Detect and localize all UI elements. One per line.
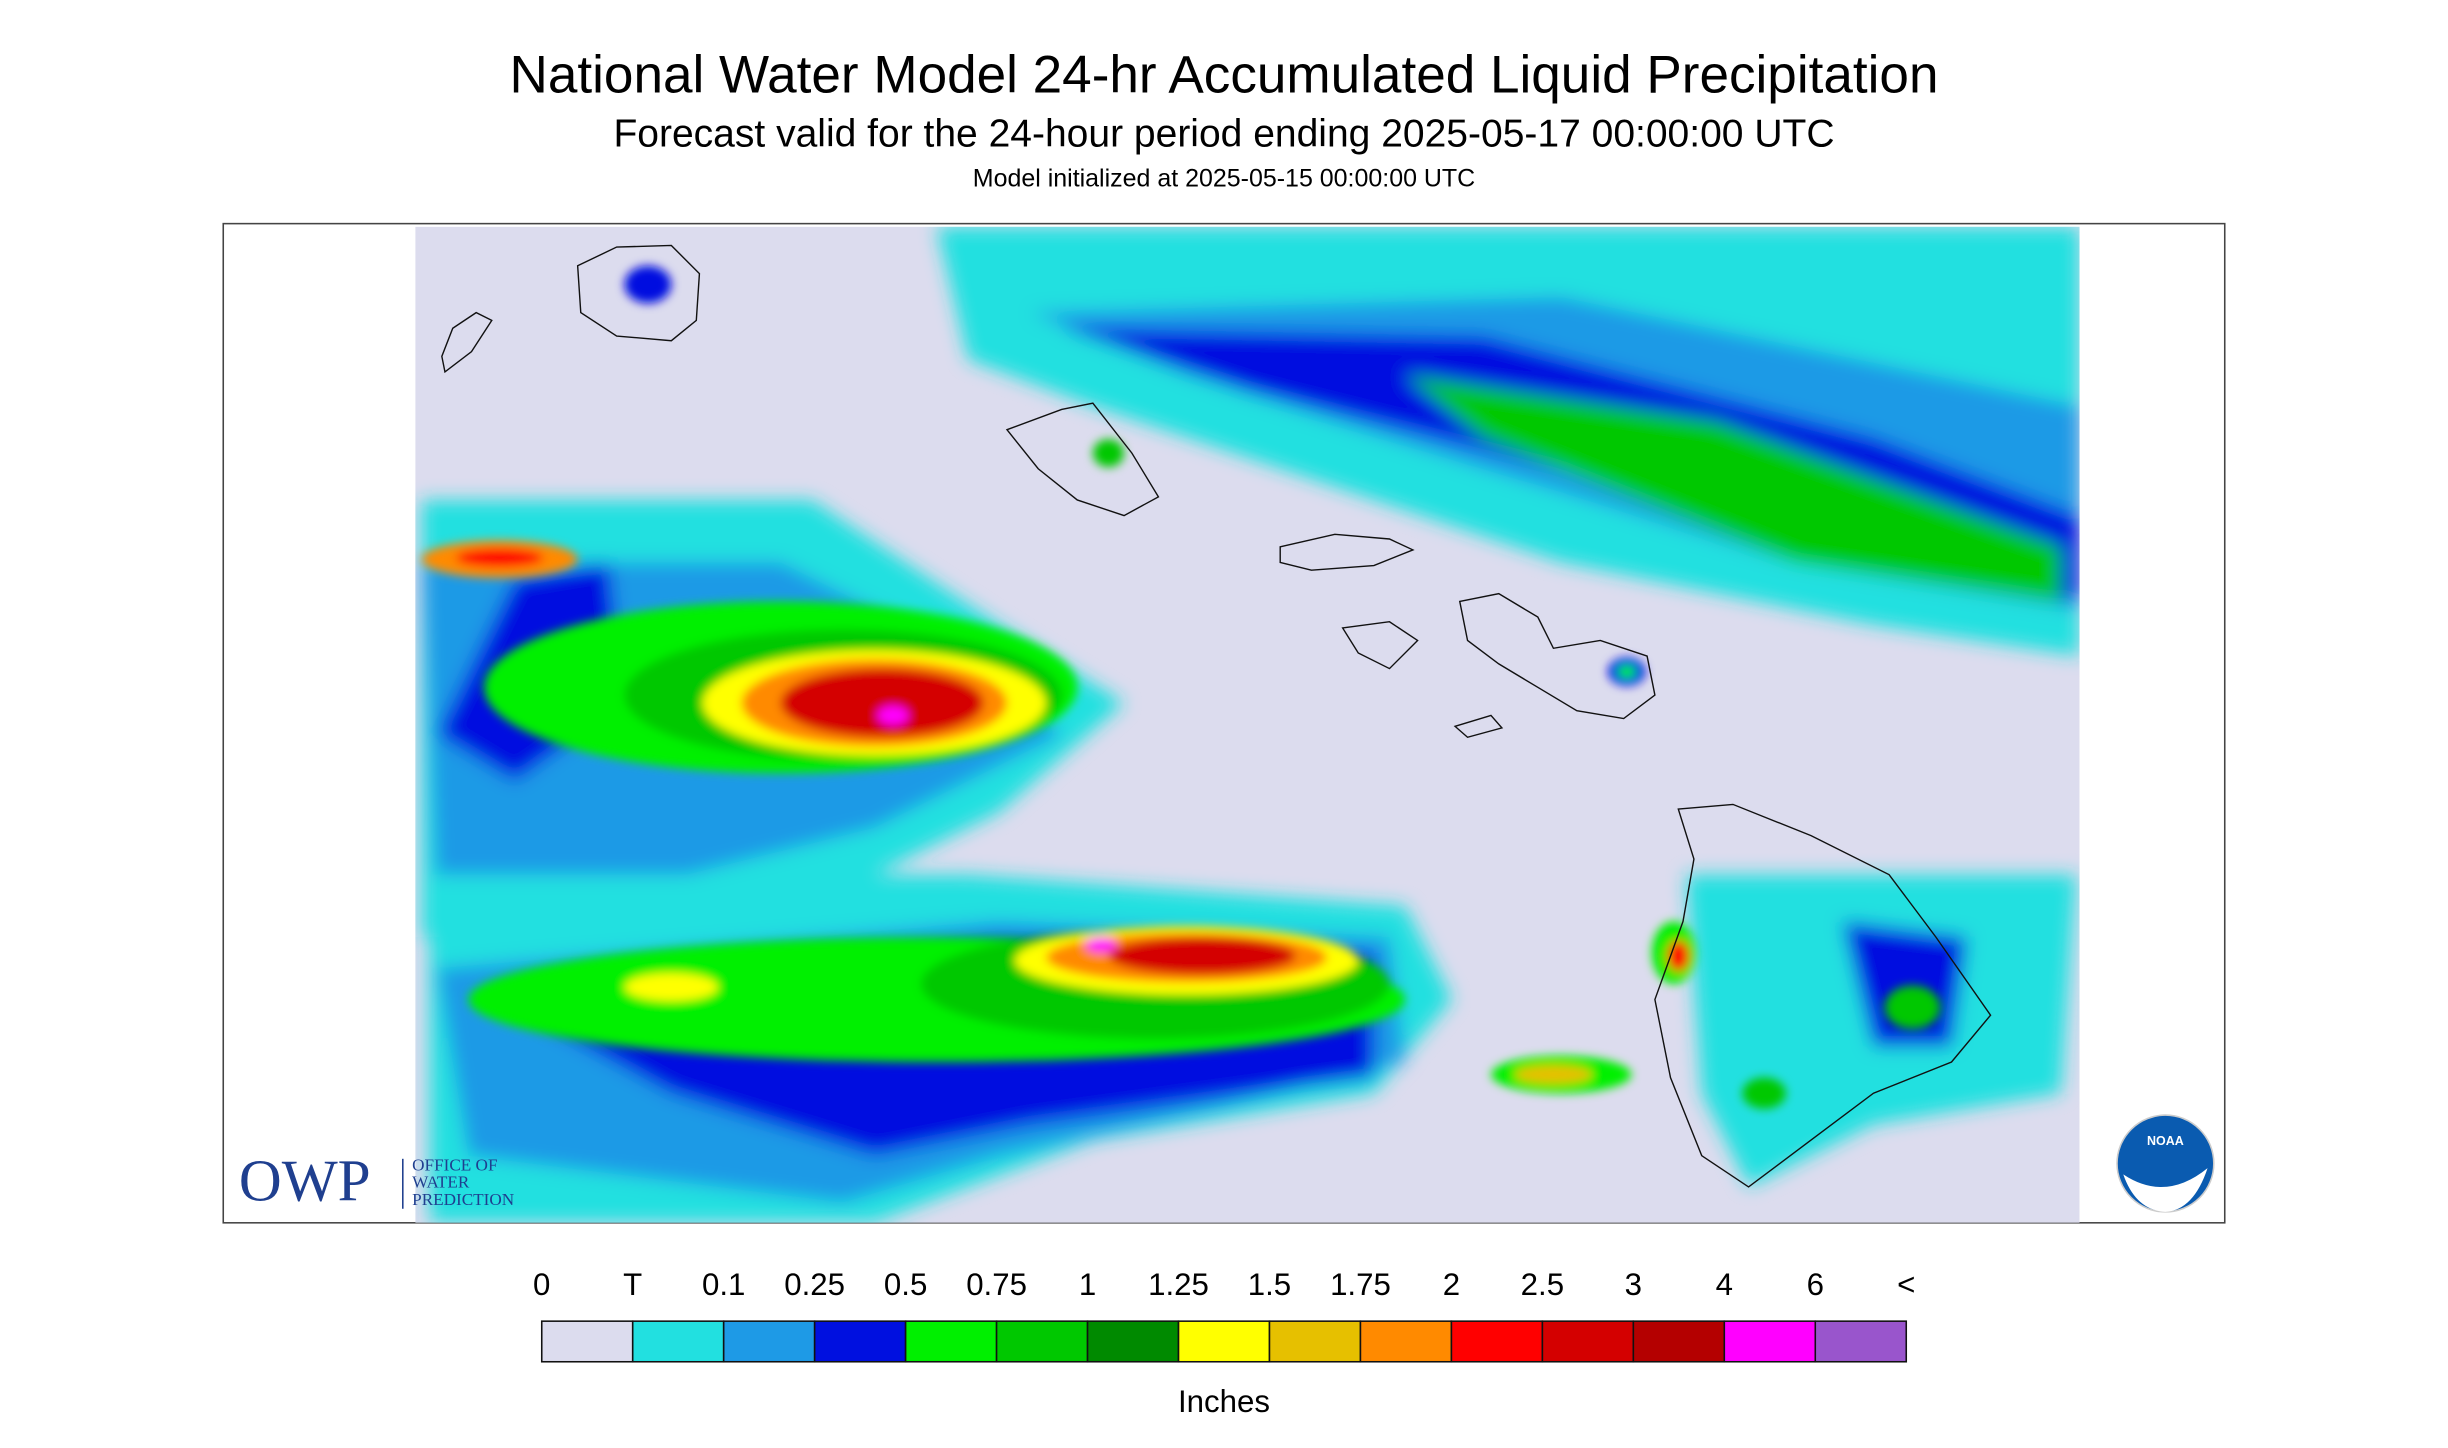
owp-line: PREDICTION <box>412 1190 514 1209</box>
legend-label: T <box>623 1267 642 1302</box>
coastlines <box>441 244 1992 1188</box>
owp-logo-text: OWP <box>239 1148 371 1214</box>
legend-swatch <box>1814 1320 1908 1363</box>
legend-swatch <box>722 1320 816 1363</box>
legend: 0 T 0.1 0.25 0.5 0.75 1 1.25 1.5 1.75 2 2.5 3 4 6 < <box>533 1267 1915 1363</box>
legend-label: 4 <box>1716 1267 1733 1302</box>
legend-label: 0.1 <box>702 1267 745 1302</box>
legend-label: 1.75 <box>1330 1267 1391 1302</box>
owp-line: OFFICE OF <box>412 1156 497 1175</box>
legend-label: 0 <box>533 1267 550 1302</box>
legend-label: 0.75 <box>966 1267 1027 1302</box>
subtitle: Forecast valid for the 24-hour period en… <box>613 113 1834 156</box>
legend-label: 3 <box>1625 1267 1642 1302</box>
legend-swatch <box>1086 1320 1180 1363</box>
precip-field <box>415 226 2080 1223</box>
legend-swatch <box>1268 1320 1362 1363</box>
legend-swatch <box>904 1320 998 1363</box>
legend-swatch <box>1177 1320 1271 1363</box>
legend-swatch <box>1450 1320 1544 1363</box>
owp-logo: OWP OFFICE OF WATER PREDICTION <box>239 1148 514 1214</box>
init-time: Model initialized at 2025-05-15 00:00:00… <box>973 165 1475 193</box>
noaa-text: NOAA <box>2147 1134 2184 1148</box>
legend-swatch <box>1632 1320 1726 1363</box>
legend-swatch <box>631 1320 725 1363</box>
legend-label: 1.25 <box>1148 1267 1209 1302</box>
legend-label: 0.25 <box>784 1267 845 1302</box>
noaa-logo: NOAA <box>2116 1114 2215 1213</box>
legend-label: 1.5 <box>1248 1267 1291 1302</box>
legend-swatch <box>813 1320 907 1363</box>
legend-label: 0.5 <box>884 1267 927 1302</box>
title: National Water Model 24-hr Accumulated L… <box>510 45 1939 104</box>
legend-label: 1 <box>1079 1267 1096 1302</box>
legend-swatch <box>1723 1320 1817 1363</box>
legend-label: 2 <box>1443 1267 1460 1302</box>
legend-swatch <box>995 1320 1089 1363</box>
legend-swatch <box>540 1320 634 1363</box>
legend-label: 2.5 <box>1521 1267 1564 1302</box>
owp-line: WATER <box>412 1173 470 1192</box>
legend-unit: Inches <box>1178 1384 1270 1419</box>
legend-label: 6 <box>1807 1267 1824 1302</box>
legend-swatch <box>1541 1320 1635 1363</box>
legend-swatch <box>1359 1320 1453 1363</box>
legend-label: < <box>1897 1267 1915 1302</box>
